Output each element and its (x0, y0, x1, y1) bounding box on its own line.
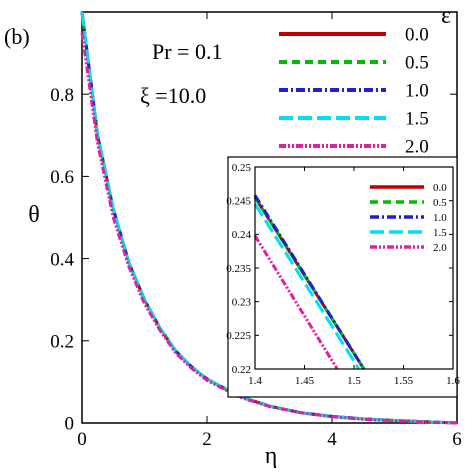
main-legend-label: 0.5 (405, 53, 429, 74)
main-x-tick-label: 6 (452, 429, 462, 450)
main-x-tick-label: 2 (202, 429, 212, 450)
inset-plot-frame (254, 166, 454, 370)
inset-y-tick-label: 0.225 (226, 330, 251, 342)
main-series-1-5 (80, 11, 458, 425)
main-legend-label: 2.0 (405, 137, 429, 158)
x-axis-title: η (265, 443, 278, 469)
inset-y-tick-label: 0.24 (232, 229, 252, 241)
xi-annotation: ξ =10.0 (140, 83, 206, 108)
main-x-tick-label: 4 (327, 429, 337, 450)
inset-background (227, 156, 458, 398)
main-y-tick-label: 0 (65, 414, 75, 435)
inset-x-tick-label: 1.45 (295, 375, 315, 387)
main-series-2-0 (80, 32, 458, 425)
inset-y-tick-label: 0.23 (232, 297, 252, 309)
inset-x-tick-label: 1.4 (248, 375, 262, 387)
inset-legend-label: 1.5 (433, 227, 447, 239)
inset-series-2-0 (253, 234, 339, 370)
main-legend-label: 0.0 (405, 25, 429, 46)
pr-annotation: Pr = 0.1 (152, 39, 222, 64)
inset-x-tick-label: 1.55 (394, 375, 414, 387)
inset-y-tick-label: 0.235 (226, 263, 251, 275)
main-legend-label: 1.5 (405, 109, 429, 130)
main-x-tick-label: 0 (77, 429, 87, 450)
inset-x-tick-label: 1.5 (347, 375, 361, 387)
inset-legend: 0.0 0.5 1.0 1.5 2.0 (370, 182, 447, 254)
inset-legend-label: 2.0 (433, 242, 447, 254)
inset-legend-label: 1.0 (433, 212, 447, 224)
main-y-tick-label: 0.6 (50, 167, 74, 188)
main-series (80, 11, 458, 425)
main-y-tick-label: 0.2 (50, 331, 74, 352)
inset-x-tick-label: 1.6 (446, 375, 460, 387)
inset-legend-label: 0.5 (433, 197, 447, 209)
main-legend: 0.0 0.5 1.0 1.5 2.0 (279, 25, 429, 158)
inset-y-tick-label: 0.22 (232, 364, 251, 376)
main-tick-labels: 0 2 4 6 0 0.2 0.4 0.6 0.8 (50, 85, 462, 450)
main-legend-label: 1.0 (405, 81, 429, 102)
main-y-tick-label: 0.8 (50, 85, 74, 106)
inset-legend-label: 0.0 (433, 182, 447, 194)
inset-series (253, 194, 366, 370)
main-y-tick-label: 0.4 (50, 249, 74, 270)
inset-series-1-0 (253, 194, 366, 370)
inset-series-1-5 (253, 203, 361, 370)
inset-tick-labels: 1.4 1.45 1.5 1.55 1.6 0.22 0.225 0.23 0.235 0.24 0… (226, 162, 460, 387)
y-axis-title: θ (28, 202, 40, 228)
legend-title: ε (441, 3, 451, 29)
inset-y-tick-label: 0.25 (232, 162, 252, 174)
panel-label: (b) (4, 24, 30, 49)
inset-y-tick-label: 0.245 (226, 196, 251, 208)
